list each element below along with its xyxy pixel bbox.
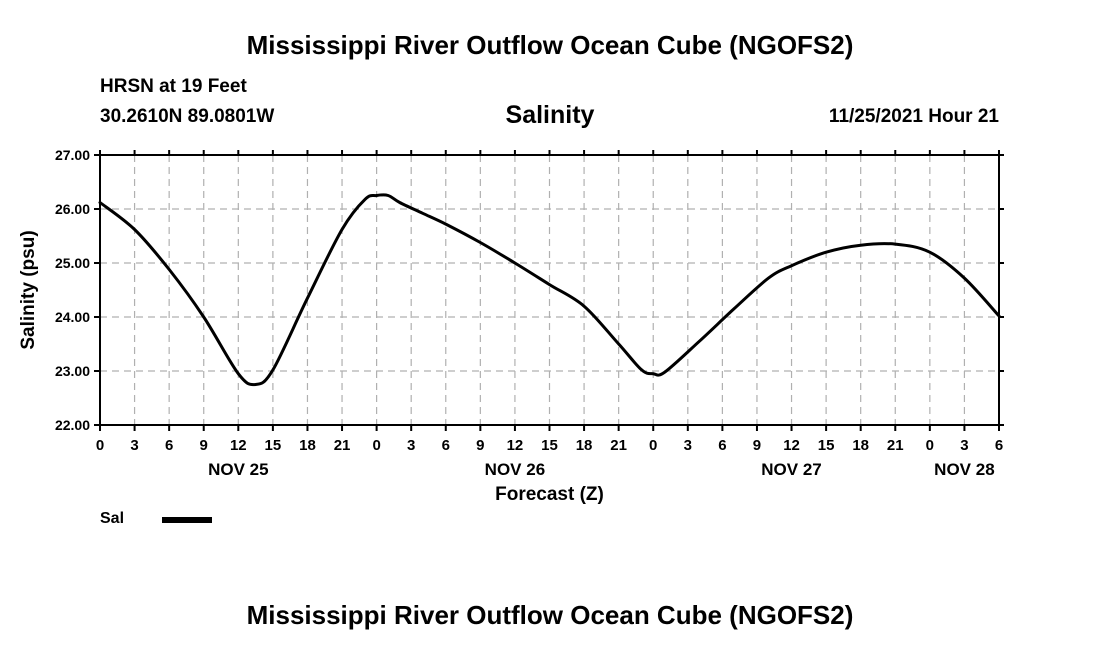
x-tick-label: 6 xyxy=(995,437,1003,454)
x-axis-label: Forecast (Z) xyxy=(495,484,604,505)
x-tick-label: 6 xyxy=(442,437,450,454)
x-tick-label: 21 xyxy=(610,437,627,454)
x-tick-label: 21 xyxy=(887,437,904,454)
x-tick-label: 9 xyxy=(476,437,484,454)
y-axis-label: Salinity (psu) xyxy=(18,230,39,349)
x-tick-label: 3 xyxy=(960,437,968,454)
axis-labels: 0 3 6 9 12 15 18 21 0 3 6 9 12 15 18 21 0 3 6 9 12 15 18 21 0 3 6 2… xyxy=(55,147,1003,479)
legend-label: Sal xyxy=(100,510,125,527)
chart-title: Salinity xyxy=(505,101,595,129)
y-tick-label: 22.00 xyxy=(55,417,90,433)
x-tick-label: 12 xyxy=(783,437,800,454)
x-tick-label: 0 xyxy=(372,437,380,454)
legend-swatch xyxy=(162,517,212,523)
y-tick-label: 27.00 xyxy=(55,147,90,163)
x-tick-label: 12 xyxy=(230,437,247,454)
y-tick-label: 25.00 xyxy=(55,255,90,271)
x-tick-label: 0 xyxy=(926,437,934,454)
x-tick-label: 18 xyxy=(852,437,869,454)
x-tick-label: 6 xyxy=(718,437,726,454)
page-title: Mississippi River Outflow Ocean Cube (NG… xyxy=(246,30,854,60)
date-label: NOV 28 xyxy=(934,460,994,479)
date-label: NOV 27 xyxy=(761,460,821,479)
x-tick-label: 3 xyxy=(684,437,692,454)
x-tick-label: 9 xyxy=(753,437,761,454)
x-tick-label: 3 xyxy=(130,437,138,454)
station-label: HRSN at 19 Feet xyxy=(100,76,247,97)
x-tick-label: 0 xyxy=(96,437,104,454)
x-tick-label: 18 xyxy=(576,437,593,454)
date-label: NOV 25 xyxy=(208,460,268,479)
station-coordinates: 30.2610N 89.0801W xyxy=(100,106,275,127)
x-tick-label: 15 xyxy=(265,437,282,454)
plot-frame xyxy=(99,154,1000,426)
date-label: NOV 26 xyxy=(485,460,545,479)
x-tick-label: 18 xyxy=(299,437,316,454)
forecast-datetime: 11/25/2021 Hour 21 xyxy=(828,106,999,127)
footer-title: Mississippi River Outflow Ocean Cube (NG… xyxy=(246,600,854,630)
x-tick-label: 15 xyxy=(818,437,835,454)
y-tick-label: 24.00 xyxy=(55,309,90,325)
salinity-series-line xyxy=(98,193,1001,387)
x-tick-label: 0 xyxy=(649,437,657,454)
x-tick-label: 15 xyxy=(541,437,558,454)
x-tick-label: 12 xyxy=(507,437,524,454)
y-tick-label: 26.00 xyxy=(55,201,90,217)
x-tick-label: 3 xyxy=(407,437,415,454)
x-tick-label: 21 xyxy=(334,437,351,454)
x-tick-label: 9 xyxy=(200,437,208,454)
y-tick-label: 23.00 xyxy=(55,363,90,379)
grid xyxy=(100,155,999,425)
x-tick-label: 6 xyxy=(165,437,173,454)
